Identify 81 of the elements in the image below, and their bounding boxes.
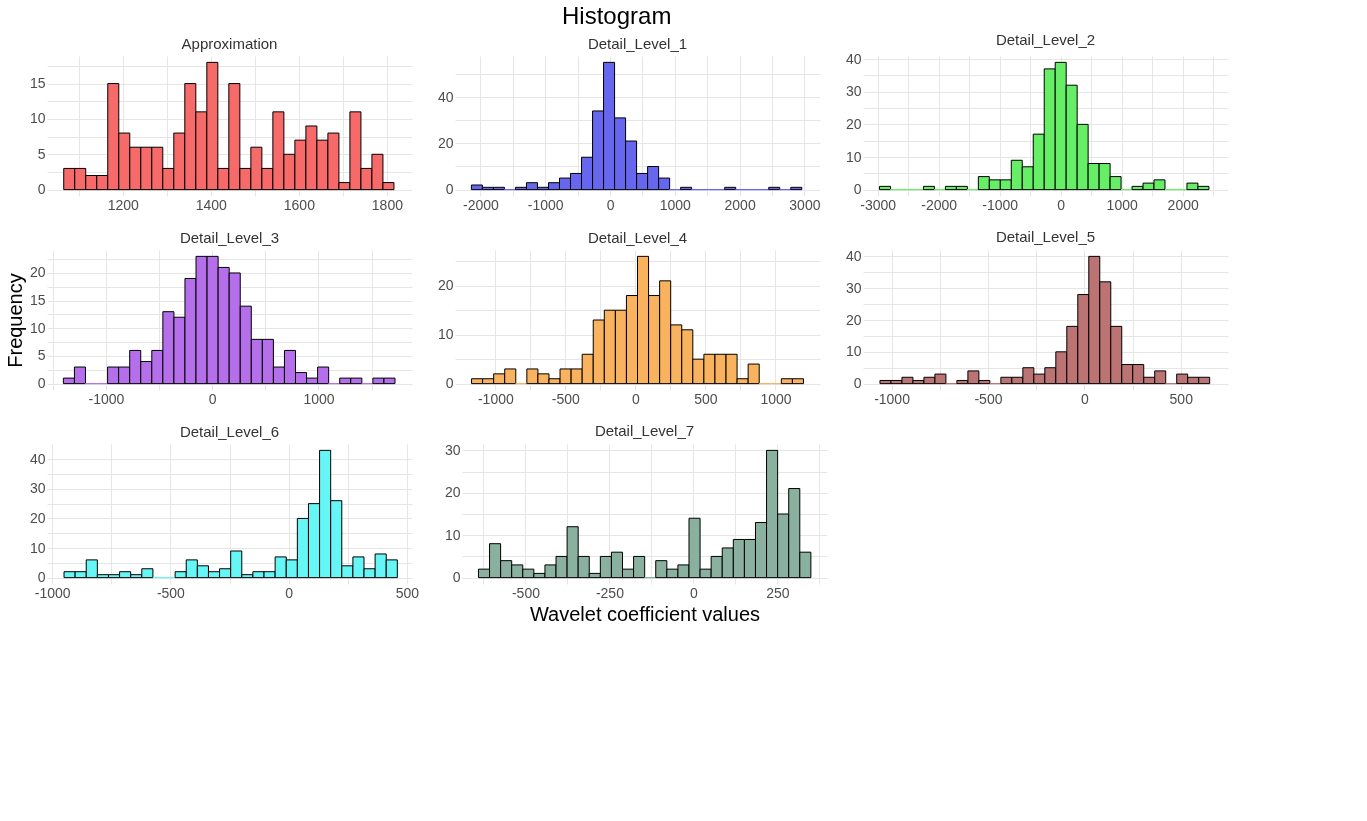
y-tick-label: 20 bbox=[845, 115, 862, 132]
y-tick-label: 10 bbox=[845, 343, 862, 360]
y-tick-label: 30 bbox=[845, 279, 862, 296]
chart-title: Detail_Level_6 bbox=[179, 423, 280, 440]
x-tick-label: 1600 bbox=[283, 196, 316, 213]
chart-title: Approximation bbox=[181, 35, 278, 52]
x-tick-label: -1000 bbox=[34, 584, 71, 601]
x-tick-label: -1000 bbox=[982, 196, 1019, 213]
y-tick-label: 0 bbox=[445, 375, 454, 392]
x-tick-label: 2000 bbox=[1167, 196, 1199, 213]
x-tick-label: -500 bbox=[974, 390, 1003, 407]
x-tick-label: 1000 bbox=[760, 390, 792, 407]
x-tick-label: -500 bbox=[156, 584, 186, 601]
y-tick-label: 0 bbox=[37, 181, 46, 198]
y-tick-label: 20 bbox=[845, 311, 862, 328]
y-tick-label: 15 bbox=[29, 75, 46, 92]
y-tick-label: 40 bbox=[437, 88, 454, 105]
x-tick-label: 1000 bbox=[659, 196, 692, 213]
chart-title: Detail_Level_2 bbox=[995, 31, 1096, 49]
x-tick-label: -500 bbox=[511, 584, 541, 601]
y-tick-label: 0 bbox=[853, 375, 862, 392]
x-tick-label: 0 bbox=[1080, 390, 1089, 407]
y-tick-label: 10 bbox=[437, 326, 454, 343]
x-tick-label: 0 bbox=[632, 390, 640, 407]
x-tick-label: 1200 bbox=[107, 196, 140, 213]
chart-title: Detail_Level_3 bbox=[179, 229, 280, 246]
x-tick-label: 0 bbox=[1057, 196, 1066, 213]
y-tick-label: 40 bbox=[845, 247, 862, 264]
chart-title: Detail_Level_5 bbox=[995, 228, 1096, 246]
chart-title: Detail_Level_4 bbox=[587, 229, 688, 246]
x-tick-label: 1000 bbox=[303, 390, 335, 407]
y-tick-label: 20 bbox=[437, 134, 454, 151]
x-tick-label: -1000 bbox=[88, 390, 125, 407]
x-tick-label: 1000 bbox=[1106, 196, 1138, 213]
chart-title: Detail_Level_7 bbox=[594, 422, 695, 440]
x-tick-label: -1000 bbox=[527, 196, 564, 213]
y-tick-label: 20 bbox=[29, 264, 46, 281]
x-tick-label: 0 bbox=[689, 584, 698, 601]
chart-title: Detail_Level_1 bbox=[587, 35, 688, 52]
y-tick-label: 20 bbox=[437, 277, 454, 294]
text: Histogram bbox=[562, 2, 672, 30]
x-tick-label: -2000 bbox=[921, 196, 958, 213]
y-tick-label: 30 bbox=[444, 441, 461, 458]
y-tick-label: 0 bbox=[853, 181, 862, 198]
y-tick-label: 5 bbox=[37, 145, 46, 162]
y-tick-label: 20 bbox=[444, 484, 461, 501]
y-tick-label: 10 bbox=[29, 539, 46, 556]
y-tick-label: 10 bbox=[444, 526, 461, 543]
x-tick-label: 250 bbox=[766, 584, 790, 601]
y-tick-label: 20 bbox=[29, 509, 46, 526]
y-tick-label: 10 bbox=[29, 110, 46, 127]
x-tick-label: 500 bbox=[1169, 390, 1194, 407]
y-tick-label: 0 bbox=[452, 569, 461, 586]
x-tick-label: 500 bbox=[395, 584, 420, 601]
y-tick-label: 0 bbox=[445, 181, 454, 198]
x-tick-label: 3000 bbox=[789, 196, 821, 213]
y-tick-label: 40 bbox=[29, 450, 46, 467]
y-tick-label: 10 bbox=[29, 319, 46, 336]
y-tick-label: 0 bbox=[37, 375, 46, 392]
y-tick-label: 15 bbox=[29, 292, 46, 309]
x-tick-label: 2000 bbox=[724, 196, 756, 213]
x-tick-label: -2000 bbox=[463, 196, 500, 213]
x-axis-title: Wavelet coefficient values bbox=[529, 602, 761, 625]
x-tick-label: 500 bbox=[694, 390, 718, 407]
x-tick-label: 1400 bbox=[195, 196, 228, 213]
x-tick-label: -250 bbox=[595, 584, 625, 601]
y-tick-label: 10 bbox=[845, 148, 862, 165]
y-tick-label: 30 bbox=[845, 83, 862, 100]
x-tick-label: 1800 bbox=[371, 196, 404, 213]
x-tick-label: 0 bbox=[208, 390, 217, 407]
x-tick-label: -1000 bbox=[874, 390, 911, 407]
y-tick-label: 0 bbox=[37, 569, 46, 586]
x-tick-label: -3000 bbox=[860, 196, 897, 213]
x-tick-label: -1000 bbox=[477, 390, 514, 407]
x-tick-label: 0 bbox=[606, 196, 615, 213]
x-tick-label: -500 bbox=[551, 390, 581, 407]
y-tick-label: 5 bbox=[37, 347, 46, 364]
y-tick-label: 30 bbox=[29, 480, 46, 497]
y-tick-label: 40 bbox=[845, 50, 862, 67]
x-tick-label: 0 bbox=[285, 584, 294, 601]
y-axis-title: Frequency bbox=[3, 273, 26, 368]
